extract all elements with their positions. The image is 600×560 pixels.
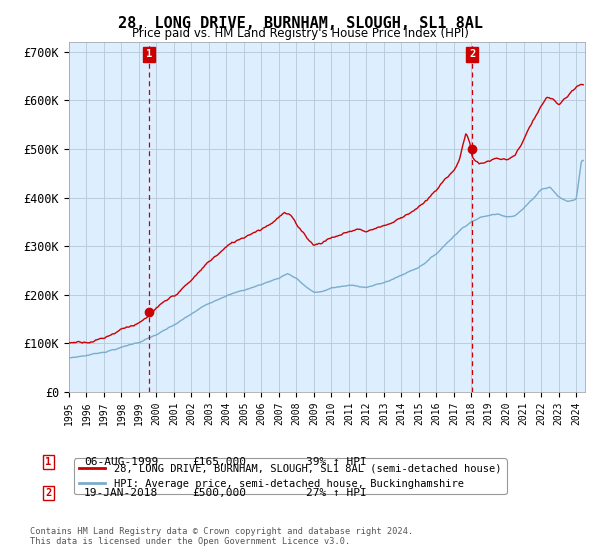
Text: 06-AUG-1999: 06-AUG-1999 [84, 457, 158, 467]
Text: £165,000: £165,000 [192, 457, 246, 467]
Text: Price paid vs. HM Land Registry's House Price Index (HPI): Price paid vs. HM Land Registry's House … [131, 27, 469, 40]
Text: 28, LONG DRIVE, BURNHAM, SLOUGH, SL1 8AL: 28, LONG DRIVE, BURNHAM, SLOUGH, SL1 8AL [118, 16, 482, 31]
Text: 1: 1 [146, 49, 152, 59]
Text: 27% ↑ HPI: 27% ↑ HPI [306, 488, 367, 498]
Text: £500,000: £500,000 [192, 488, 246, 498]
Text: 1: 1 [45, 457, 51, 467]
Legend: 28, LONG DRIVE, BURNHAM, SLOUGH, SL1 8AL (semi-detached house), HPI: Average pri: 28, LONG DRIVE, BURNHAM, SLOUGH, SL1 8AL… [74, 459, 506, 494]
Text: 2: 2 [469, 49, 475, 59]
Text: 19-JAN-2018: 19-JAN-2018 [84, 488, 158, 498]
Text: Contains HM Land Registry data © Crown copyright and database right 2024.
This d: Contains HM Land Registry data © Crown c… [30, 526, 413, 546]
Text: 39% ↑ HPI: 39% ↑ HPI [306, 457, 367, 467]
Text: 2: 2 [45, 488, 51, 498]
